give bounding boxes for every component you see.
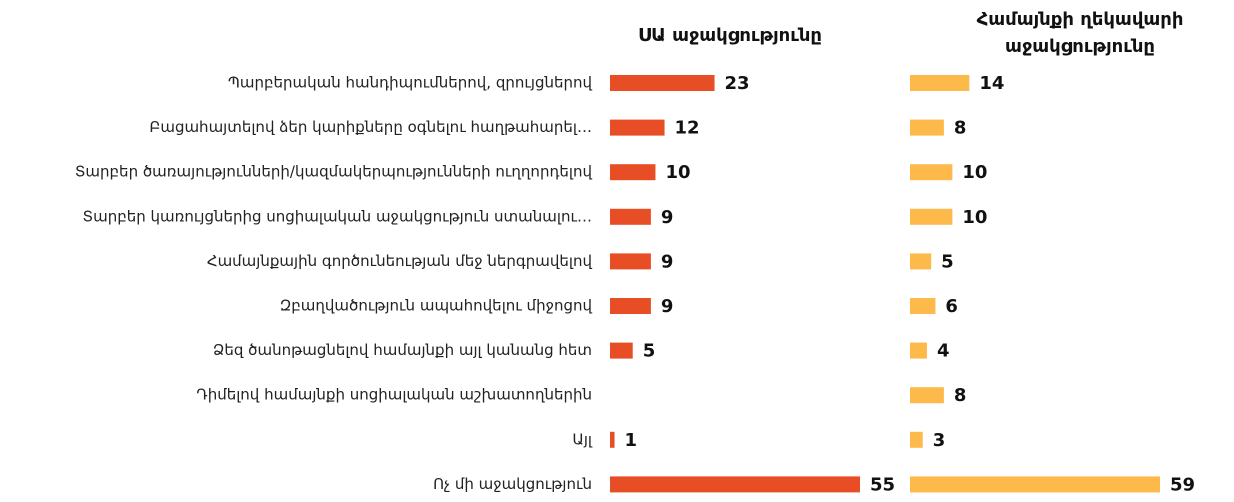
bar [910, 342, 927, 359]
bar [910, 387, 944, 404]
bar [910, 298, 936, 314]
bar [910, 208, 953, 225]
value-label: 23 [725, 73, 750, 94]
value-label: 3 [933, 430, 946, 451]
bar [910, 164, 953, 181]
value-label: 10 [962, 207, 987, 228]
value-label: 9 [661, 251, 674, 272]
panel-title: Համայնքի ղեկավարի աջակցությունը [976, 9, 1184, 57]
bar [610, 431, 615, 448]
bar [610, 298, 651, 314]
value-label: 5 [643, 341, 656, 362]
category-label: Պարբերական հանդիպումներով, զրույցներով [228, 74, 593, 92]
bar [910, 253, 932, 270]
value-label: 1 [625, 430, 638, 451]
value-label: 5 [941, 251, 954, 272]
category-label: Դիմելով համայնքի սոցիալական աշխատողներին [196, 386, 592, 404]
bar [910, 119, 944, 136]
value-label: 9 [661, 296, 674, 317]
category-label: Այլ [572, 430, 593, 448]
bar [610, 164, 656, 181]
category-label: Տարբեր ծառայությունների/կազմակերպություն… [75, 163, 593, 181]
value-label: 14 [979, 73, 1004, 94]
bar [910, 431, 923, 448]
bar [910, 75, 970, 91]
category-label: Զբաղվածություն ապահովելու միջոցով [280, 297, 593, 315]
value-label: 55 [870, 474, 895, 495]
value-label: 10 [665, 162, 690, 183]
bar [610, 342, 633, 359]
bar [910, 476, 1160, 493]
value-label: 10 [962, 162, 987, 183]
bar [610, 208, 651, 225]
category-label: Ոչ մի աջակցություն [433, 475, 592, 493]
category-label: Ձեզ ծանոթացնելով համայնքի այլ կանանց հետ [213, 341, 592, 359]
bar [610, 476, 860, 493]
category-label: Բացահայտելով ձեր կարիքները օգնելու հաղթա… [149, 118, 592, 136]
bar [610, 253, 651, 270]
value-label: 9 [661, 207, 674, 228]
panel-title: ՍԱ աջակցությունը [638, 25, 822, 46]
bar [610, 75, 715, 91]
bar [610, 119, 665, 136]
category-label: Համայնքային գործունեության մեջ ներգրավել… [207, 252, 593, 270]
value-label: 8 [954, 385, 967, 406]
value-label: 12 [675, 118, 700, 139]
value-label: 4 [937, 341, 950, 362]
value-label: 8 [954, 118, 967, 139]
value-label: 59 [1170, 474, 1195, 495]
value-label: 6 [945, 296, 958, 317]
category-label: Տարբեր կառույցներից սոցիալական աջակցությ… [83, 207, 592, 225]
